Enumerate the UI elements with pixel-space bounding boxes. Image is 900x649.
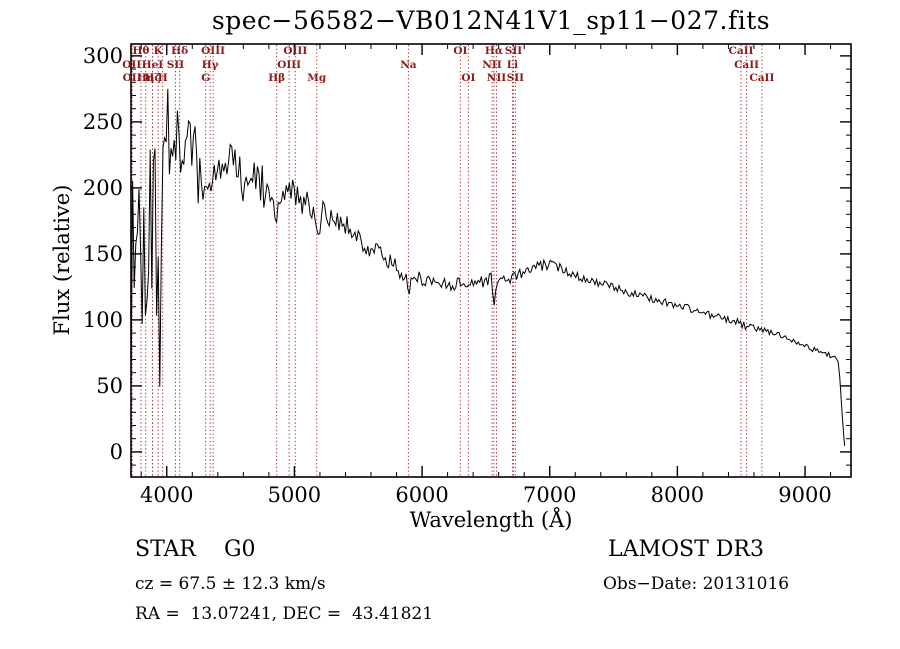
cz-text: cz = 67.5 ± 12.3 km/s <box>135 574 326 594</box>
survey-text: LAMOST DR3 <box>608 537 764 562</box>
plot-title: spec−56582−VB012N41V1_sp11−027.fits <box>211 6 771 35</box>
x-axis-title: Wavelength (Å) <box>409 508 573 532</box>
ra-dec-text: RA = 13.07241, DEC = 43.41821 <box>135 604 434 624</box>
classification-text: STAR G0 <box>135 537 256 562</box>
obs-date-text: Obs−Date: 20131016 <box>603 574 790 594</box>
spectrum-trace <box>130 88 846 447</box>
plot-frame <box>130 43 852 478</box>
